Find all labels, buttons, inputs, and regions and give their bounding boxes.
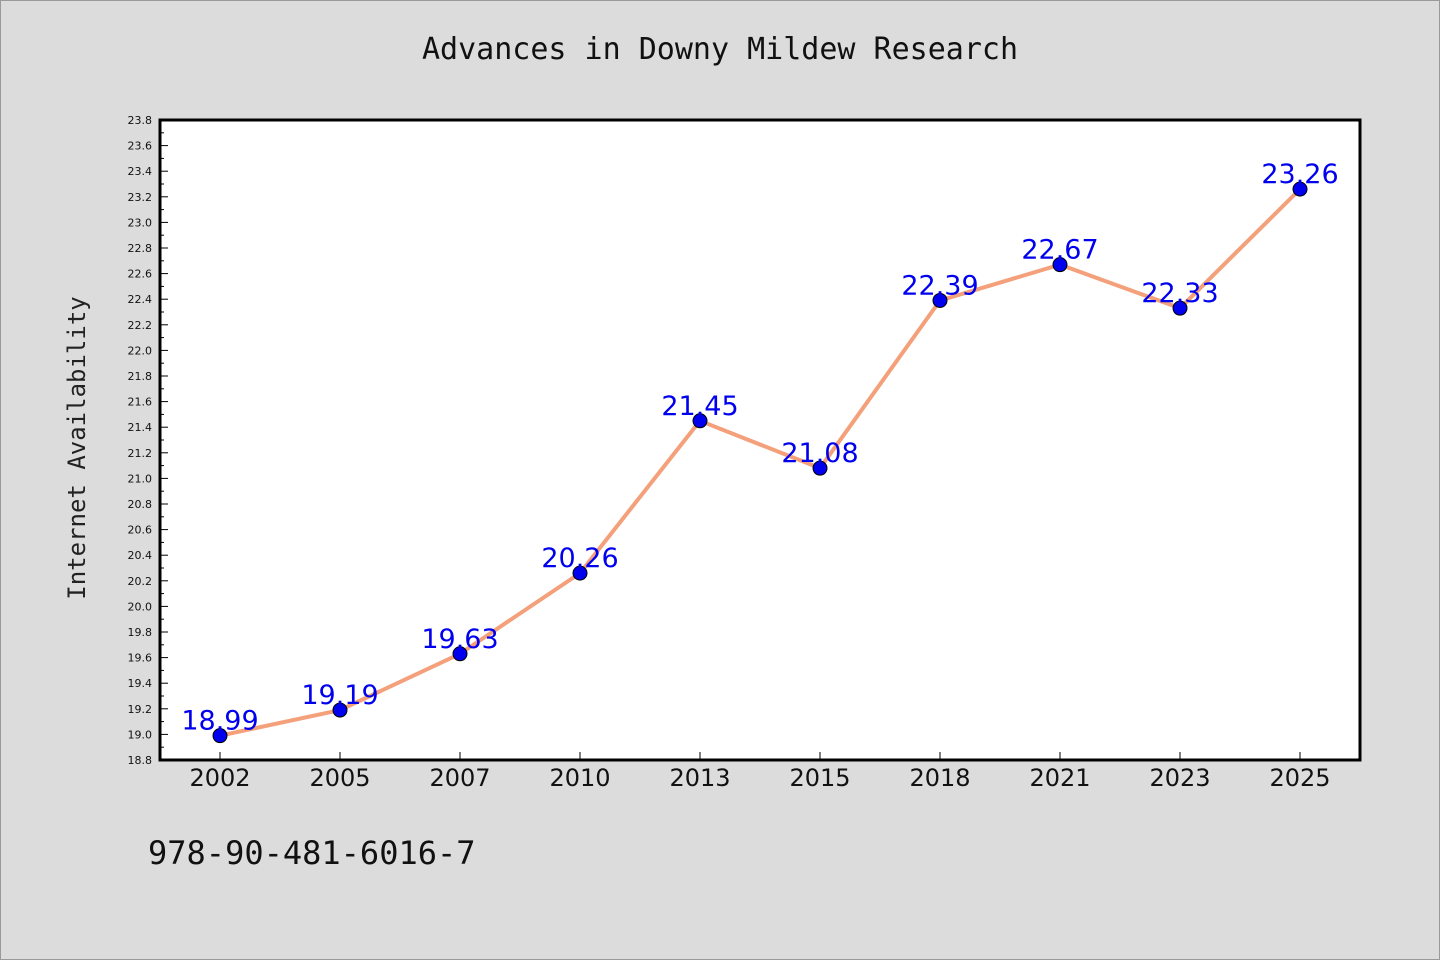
data-point: [932, 292, 948, 308]
data-label: 21.45: [661, 391, 738, 422]
y-tick-label: 21.2: [128, 447, 153, 460]
y-tick-label: 21.8: [128, 370, 153, 383]
x-tick-label: 2010: [549, 764, 610, 792]
x-tick-label: 2015: [789, 764, 850, 792]
x-tick-label: 2025: [1269, 764, 1330, 792]
data-label: 20.26: [541, 543, 618, 574]
data-point: [1292, 181, 1308, 197]
data-point: [692, 413, 708, 429]
data-labels: 18.99 19.19 19.63 20.26 21.45 21.08 22.39 22.67…: [181, 159, 1338, 737]
data-markers: [212, 181, 1308, 744]
data-label: 22.33: [1141, 278, 1218, 309]
data-label: 22.39: [901, 270, 978, 301]
y-tick-label: 18.8: [128, 754, 153, 767]
y-tick-label: 21.6: [128, 396, 153, 409]
data-label: 22.67: [1021, 235, 1098, 266]
y-tick-label: 20.6: [128, 524, 153, 537]
x-axis-ticks: 2002 2005 2007 2010 2013 2015 2018 2021 2023 2025: [189, 752, 1331, 792]
data-point: [1172, 300, 1188, 316]
data-label: 19.19: [301, 680, 378, 711]
y-tick-label: 22.6: [128, 268, 153, 281]
y-tick-label: 23.8: [128, 114, 153, 127]
data-point: [572, 565, 588, 581]
y-tick-label: 23.6: [128, 140, 153, 153]
y-tick-label: 21.4: [128, 421, 153, 434]
y-tick-label: 20.8: [128, 498, 153, 511]
y-tick-label: 22.0: [128, 344, 153, 357]
y-tick-label: 22.2: [128, 319, 153, 332]
data-point: [812, 460, 828, 476]
y-tick-label: 19.2: [128, 703, 153, 716]
y-axis-ticks: 18.8 19.0 19.2 19.4 19.6 19.8 20.0 20.2 20.4 20.6…: [128, 114, 168, 767]
x-tick-label: 2005: [309, 764, 370, 792]
data-label: 23.26: [1261, 159, 1338, 190]
y-tick-label: 22.4: [128, 293, 153, 306]
data-label: 21.08: [781, 438, 858, 469]
x-tick-label: 2002: [189, 764, 250, 792]
x-tick-label: 2013: [669, 764, 730, 792]
x-tick-label: 2021: [1029, 764, 1090, 792]
y-tick-label: 23.4: [128, 165, 153, 178]
y-tick-label: 19.6: [128, 652, 153, 665]
series-line: [218, 187, 1302, 738]
data-point: [332, 702, 348, 718]
data-point: [452, 646, 468, 662]
isbn-text: 978-90-481-6016-7: [148, 834, 476, 872]
x-tick-label: 2018: [909, 764, 970, 792]
x-tick-label: 2023: [1149, 764, 1210, 792]
y-tick-label: 22.8: [128, 242, 153, 255]
y-tick-label: 23.2: [128, 191, 153, 204]
y-tick-label: 20.2: [128, 575, 153, 588]
chart-title: Advances in Downy Mildew Research: [421, 32, 1019, 67]
y-tick-label: 19.4: [128, 677, 153, 690]
x-tick-label: 2007: [429, 764, 490, 792]
y-tick-label: 20.0: [128, 600, 153, 613]
y-tick-label: 19.0: [128, 728, 153, 741]
data-label: 19.63: [421, 624, 498, 655]
y-tick-label: 19.8: [128, 626, 153, 639]
y-tick-label: 20.4: [128, 549, 153, 562]
y-tick-label: 21.0: [128, 472, 153, 485]
y-tick-label: 23.0: [128, 216, 153, 229]
data-point: [212, 728, 228, 744]
plot-area: [158, 118, 1362, 762]
data-label: 18.99: [181, 706, 258, 737]
data-point: [1052, 257, 1068, 273]
